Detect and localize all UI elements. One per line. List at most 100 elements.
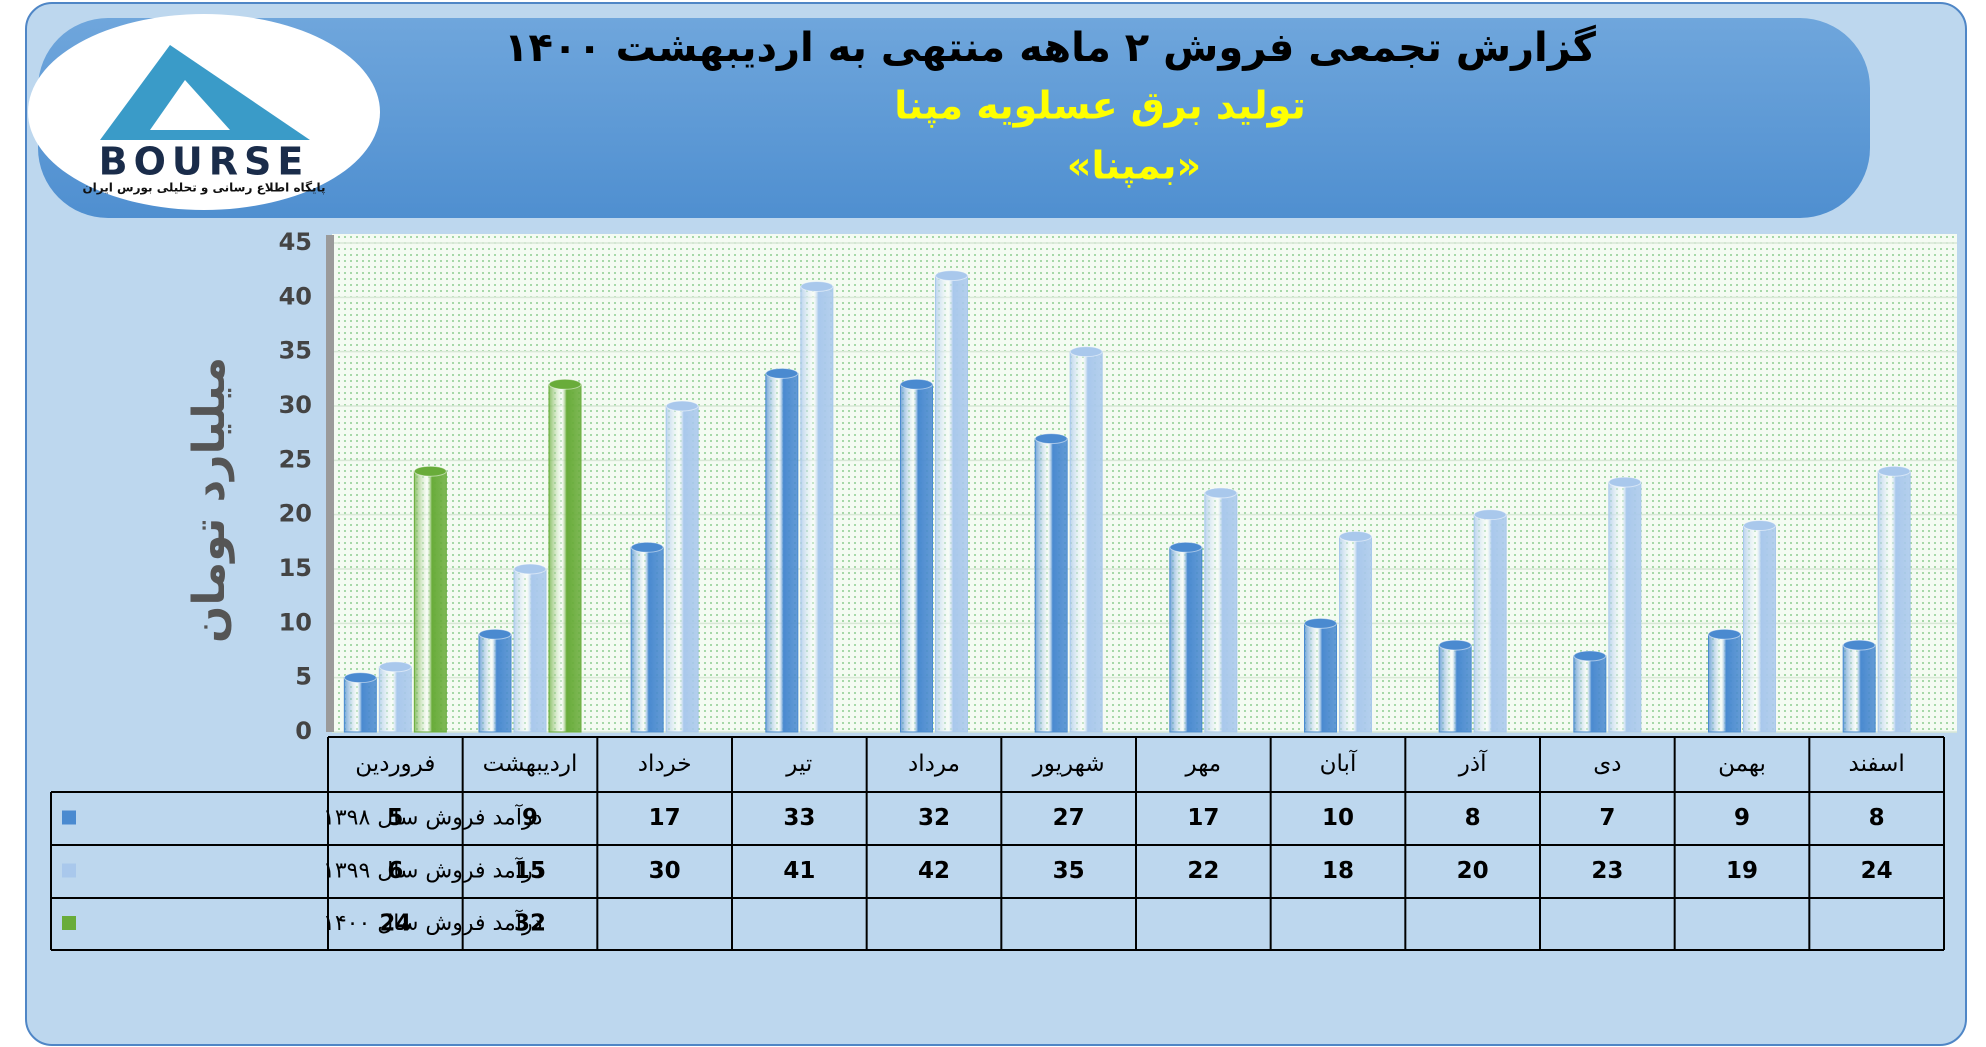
x-tick-label: شهریور [1032, 751, 1105, 777]
bar-top [1608, 476, 1642, 488]
table-value: 23 [1591, 858, 1623, 884]
table-value: 24 [1861, 858, 1893, 884]
logo-tagline: پایگاه اطلاع رسانی و تحلیلی بورس ایران [82, 181, 325, 196]
bar [478, 633, 512, 733]
y-tick-label: 20 [279, 500, 312, 528]
bar-top [1169, 541, 1203, 553]
y-tick-label: 40 [279, 282, 312, 310]
y-tick-label: 30 [279, 391, 312, 419]
bar [765, 372, 799, 733]
bar [665, 405, 699, 733]
x-tick-label: خرداد [638, 751, 692, 777]
bar [1438, 644, 1472, 733]
bar [1708, 633, 1741, 733]
table-value: 10 [1322, 805, 1354, 831]
table-value: 20 [1457, 858, 1489, 884]
x-tick-label: اردیبهشت [483, 751, 578, 777]
table-value: 8 [1869, 805, 1885, 831]
header-banner [38, 18, 1870, 218]
bar-top [1204, 487, 1238, 499]
bar-top [665, 400, 699, 412]
logo-mark [150, 80, 230, 130]
x-tick-label: آبان [1320, 749, 1358, 777]
y-tick-label: 10 [279, 608, 312, 636]
chart-title: گزارش تجمعی فروش ۲ ماهه منتهی به اردیبهش… [504, 24, 1597, 71]
symbol: «بمپنا» [1067, 144, 1201, 188]
bar-top [513, 563, 547, 575]
bar [548, 383, 582, 733]
bar-top [800, 280, 834, 292]
bar-top [378, 661, 412, 673]
legend-swatch [62, 863, 76, 878]
legend-label: درآمد فروش سال ۱۴۰۰ [323, 909, 542, 936]
y-tick-label: 25 [279, 445, 312, 473]
bar-top [1708, 628, 1741, 640]
bar-top [630, 541, 664, 553]
bar-top [413, 465, 447, 477]
bar [1304, 622, 1337, 733]
bar-top [1473, 509, 1507, 521]
bar [513, 568, 547, 733]
bar-top [1573, 650, 1607, 662]
table-value: 6 [387, 858, 403, 884]
bar-top [765, 367, 799, 379]
table-value: 32 [514, 911, 546, 937]
legend-label: درآمد فروش سال ۱۳۹۹ [323, 857, 542, 884]
table-value: 5 [387, 805, 403, 831]
bar [900, 383, 933, 733]
table-value: 9 [522, 805, 538, 831]
plot-area [332, 234, 1957, 732]
table-value: 17 [649, 805, 681, 831]
bar [1339, 535, 1372, 733]
bar-top [1339, 530, 1372, 542]
bar [413, 470, 447, 733]
bar-top [343, 672, 377, 684]
table-value: 24 [379, 911, 411, 937]
bar [1877, 470, 1911, 733]
legend-swatch [62, 810, 76, 825]
bar-top [1034, 433, 1068, 445]
bar-top [1069, 346, 1103, 358]
table-value: 22 [1187, 858, 1219, 884]
bar [1573, 655, 1607, 733]
bar [343, 677, 377, 733]
y-tick-label: 0 [295, 717, 312, 745]
table-value: 30 [649, 858, 681, 884]
table-value: 42 [918, 858, 950, 884]
table-value: 19 [1726, 858, 1758, 884]
bar-top [1304, 617, 1337, 629]
bar-top [478, 628, 512, 640]
bar-top [900, 378, 933, 390]
bar-top [1438, 639, 1472, 651]
table-value: 8 [1465, 805, 1481, 831]
bar [630, 546, 664, 733]
table-value: 33 [783, 805, 815, 831]
x-tick-label: آذر [1458, 749, 1488, 777]
table-value: 9 [1734, 805, 1750, 831]
x-tick-label: اسفند [1849, 751, 1905, 777]
bar [1743, 525, 1776, 733]
bar-top [1842, 639, 1876, 651]
y-axis-wall [326, 235, 334, 732]
x-tick-label: مرداد [908, 751, 960, 777]
bar [1473, 514, 1507, 733]
x-tick-label: مهر [1185, 751, 1222, 777]
bar-top [1877, 465, 1911, 477]
x-tick-label: بهمن [1718, 751, 1766, 777]
bar [1169, 546, 1203, 733]
bar-top [548, 378, 582, 390]
table-value: 41 [783, 858, 815, 884]
x-tick-label: دی [1593, 751, 1621, 777]
y-tick-label: 15 [279, 554, 312, 582]
bar [800, 285, 834, 733]
table-value: 35 [1053, 858, 1085, 884]
x-tick-label: فروردین [355, 751, 435, 777]
bar [935, 275, 968, 733]
bar [1034, 438, 1068, 733]
legend-swatch [62, 916, 76, 930]
logo-mark [100, 45, 310, 140]
bar-top [935, 270, 968, 282]
bar [1608, 481, 1642, 733]
table-value: 27 [1053, 805, 1085, 831]
